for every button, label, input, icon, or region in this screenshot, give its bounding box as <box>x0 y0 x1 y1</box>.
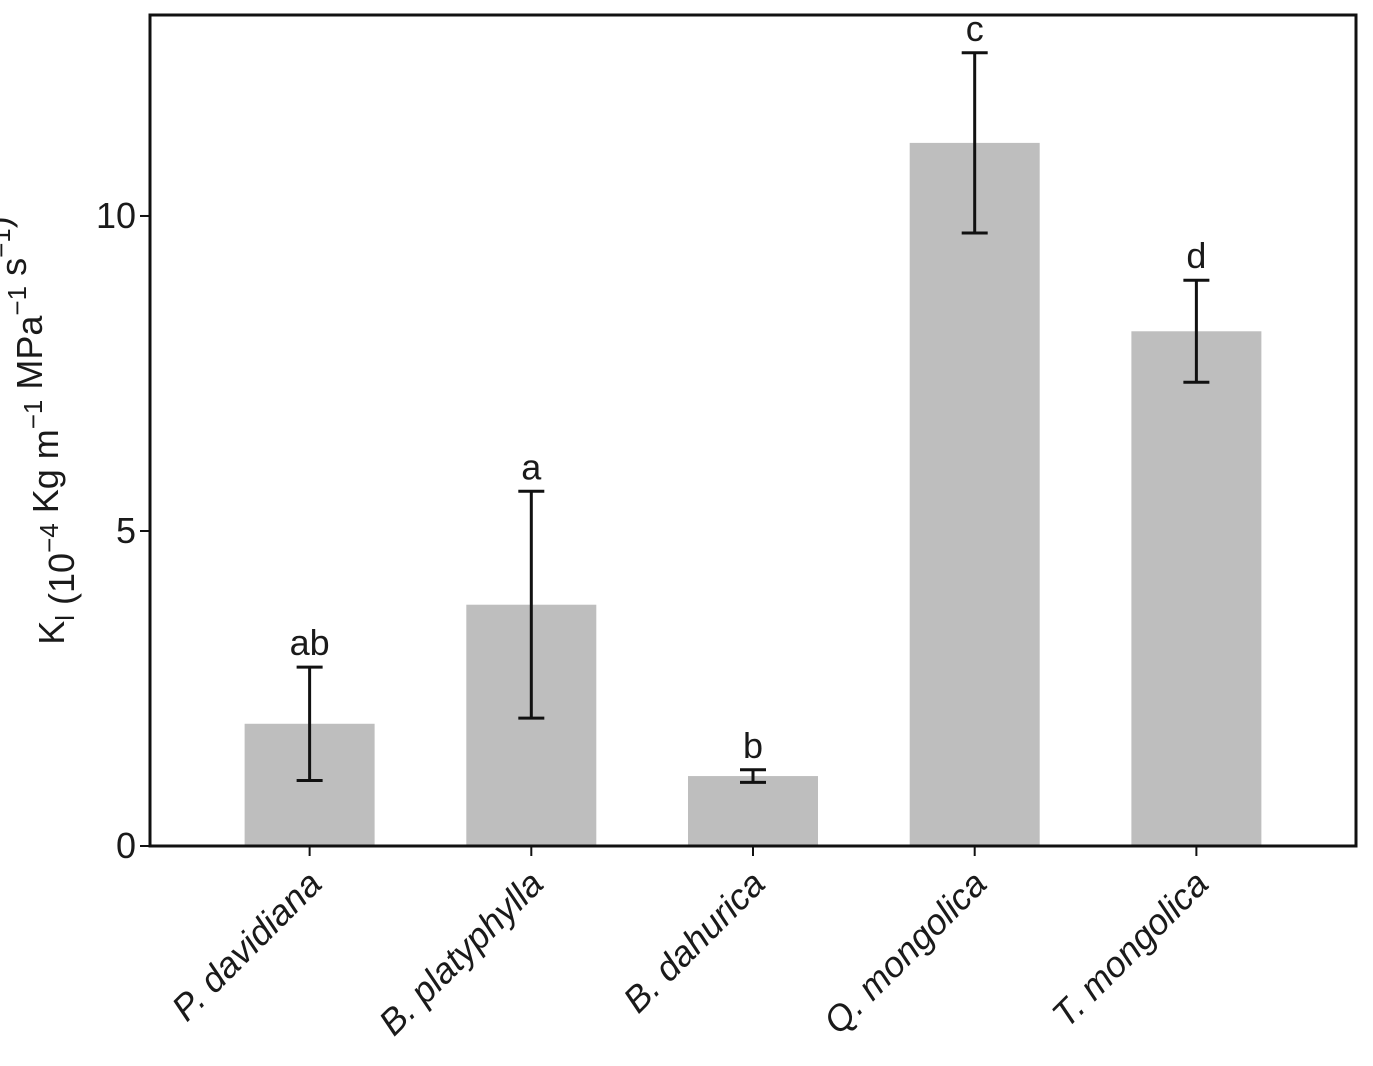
x-tick-label: T. mongolica <box>1044 863 1216 1035</box>
y-label-superscript: −1 <box>18 400 48 430</box>
y-label-text: ) <box>0 216 18 228</box>
bar <box>1131 331 1262 846</box>
x-tick-label: P. davidiana <box>163 863 329 1029</box>
y-axis-label: Kl (10−4 Kg m−1 MPa−1 s−1) <box>0 216 82 645</box>
y-label-text: Kg m <box>25 429 66 523</box>
x-tick-label: B. dahurica <box>615 863 773 1021</box>
x-tick-label: B. platyphylla <box>371 863 551 1043</box>
y-label-superscript: −1 <box>2 286 32 316</box>
y-label-text: s <box>0 258 34 286</box>
y-label-text: K <box>31 621 72 645</box>
y-label-superscript: −4 <box>34 523 64 553</box>
y-tick-label: 0 <box>116 825 136 866</box>
error-bar <box>518 489 545 720</box>
x-tick-label: Q. mongolica <box>815 863 994 1042</box>
significance-label: c <box>966 8 984 49</box>
y-label-text: MPa <box>9 315 50 400</box>
plot-frame <box>148 13 1358 848</box>
error-bar <box>1183 278 1210 384</box>
bar <box>909 142 1040 846</box>
significance-label: ab <box>290 622 330 663</box>
error-bar <box>740 768 766 784</box>
error-bar <box>961 51 988 235</box>
significance-label: a <box>521 446 542 487</box>
y-tick-label: 10 <box>96 195 136 236</box>
bar <box>688 776 818 846</box>
y-label-subscript: l <box>50 615 80 621</box>
significance-label: b <box>743 725 763 766</box>
y-tick-label: 5 <box>116 510 136 551</box>
y-label-text: (10 <box>41 553 82 615</box>
significance-label: d <box>1186 235 1206 276</box>
y-label-superscript: −1 <box>0 228 16 258</box>
error-bar <box>296 665 323 782</box>
